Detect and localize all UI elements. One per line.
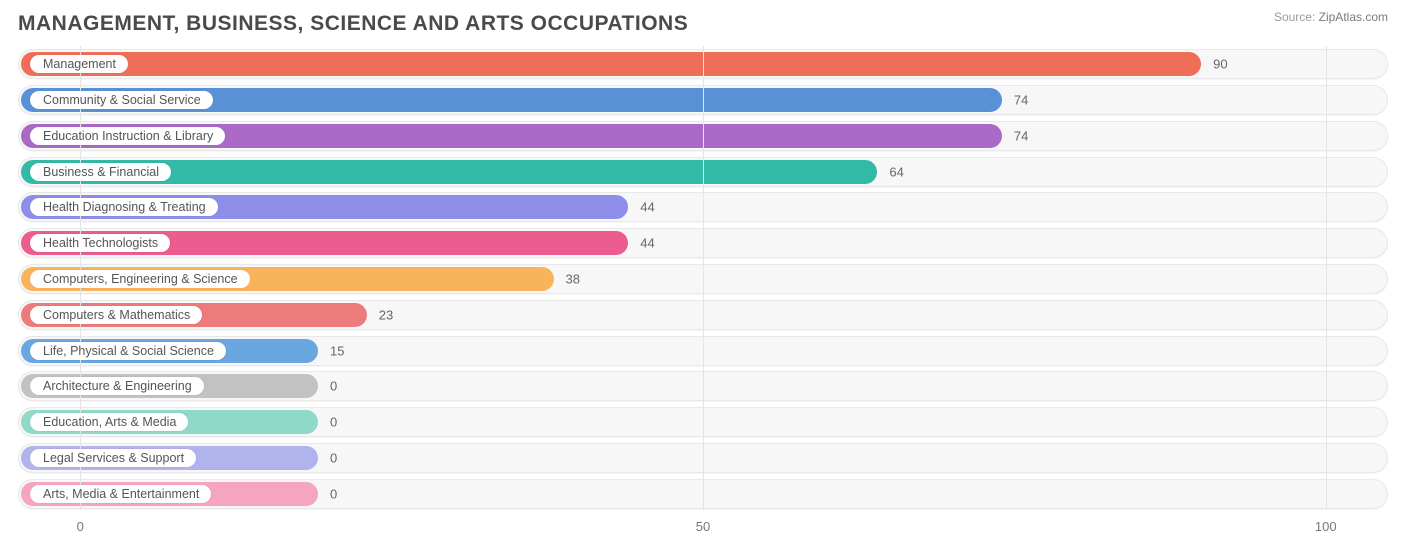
bar-category-pill: Education Instruction & Library	[30, 127, 225, 145]
bar-category-pill: Arts, Media & Entertainment	[30, 485, 211, 503]
bar-value-label: 0	[330, 415, 337, 430]
bar-fill	[21, 52, 1201, 76]
source-attribution: Source: ZipAtlas.com	[1274, 10, 1388, 24]
bar-value-label: 0	[330, 450, 337, 465]
grid-line	[1326, 46, 1327, 510]
bar-value-label: 0	[330, 486, 337, 501]
chart-title: MANAGEMENT, BUSINESS, SCIENCE AND ARTS O…	[18, 12, 1388, 36]
x-tick-label: 50	[696, 519, 710, 534]
bar-value-label: 15	[330, 343, 344, 358]
bar-category-pill: Architecture & Engineering	[30, 377, 204, 395]
bar-value-label: 74	[1014, 128, 1028, 143]
source-site: ZipAtlas.com	[1319, 10, 1388, 24]
bar-category-pill: Life, Physical & Social Science	[30, 342, 226, 360]
bar-category-pill: Health Technologists	[30, 234, 170, 252]
bar-value-label: 90	[1213, 57, 1227, 72]
grid-line	[703, 46, 704, 510]
bar-category-pill: Computers & Mathematics	[30, 306, 202, 324]
bar-category-pill: Computers, Engineering & Science	[30, 270, 250, 288]
source-label: Source:	[1274, 10, 1315, 24]
bar-value-label: 44	[640, 236, 654, 251]
bar-value-label: 38	[566, 271, 580, 286]
bar-value-label: 74	[1014, 93, 1028, 108]
chart-container: MANAGEMENT, BUSINESS, SCIENCE AND ARTS O…	[0, 0, 1406, 558]
bar-category-pill: Business & Financial	[30, 163, 171, 181]
bar-value-label: 23	[379, 307, 393, 322]
bar-category-pill: Legal Services & Support	[30, 449, 196, 467]
bar-value-label: 0	[330, 379, 337, 394]
bar-category-pill: Community & Social Service	[30, 91, 213, 109]
bar-value-label: 44	[640, 200, 654, 215]
bar-value-label: 64	[889, 164, 903, 179]
bar-category-pill: Health Diagnosing & Treating	[30, 198, 218, 216]
x-axis: 0 50 100	[18, 510, 1388, 536]
x-tick-label: 0	[77, 519, 84, 534]
x-tick-label: 100	[1315, 519, 1337, 534]
bar-category-pill: Education, Arts & Media	[30, 413, 188, 431]
plot-area: Management 90 Community & Social Service 74…	[18, 46, 1388, 536]
bar-category-pill: Management	[30, 55, 128, 73]
